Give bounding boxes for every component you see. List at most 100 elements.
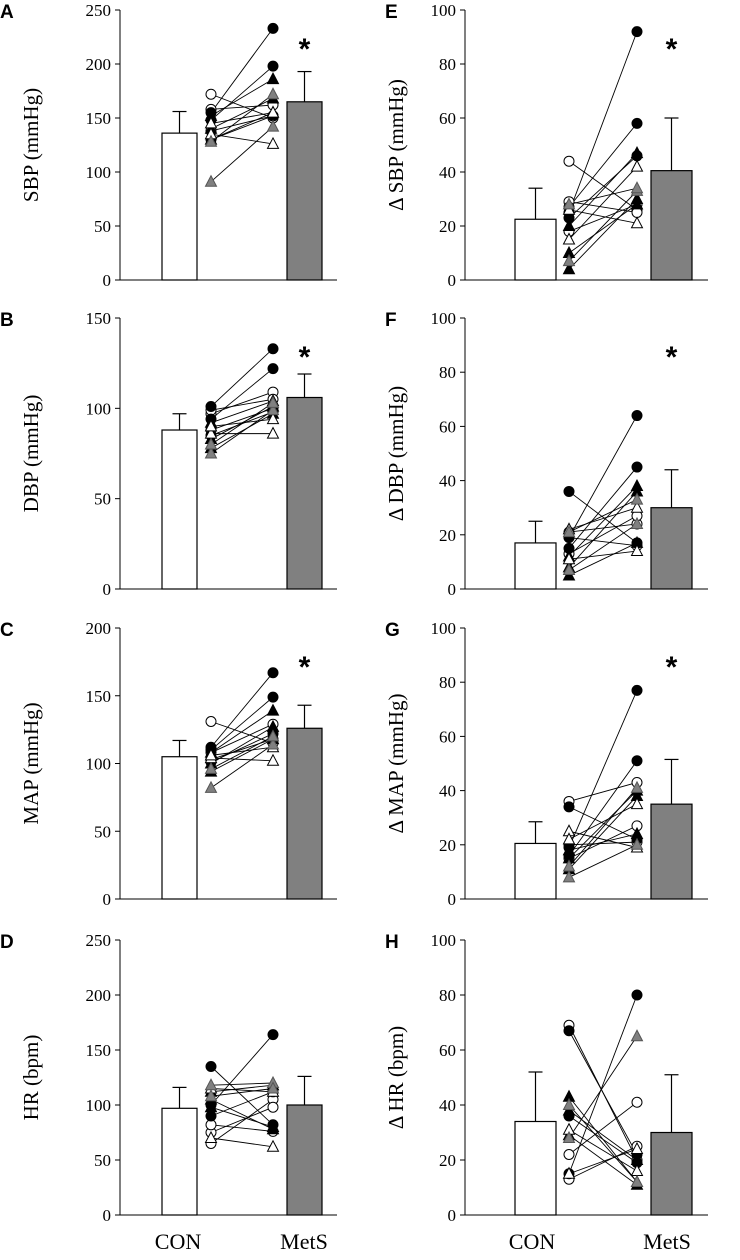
pair-line [210, 744, 274, 789]
panel-c: 0 50 100 150 200 MAP (mmHg) C * [0, 619, 337, 909]
pair-line [568, 1145, 638, 1180]
pair-line [210, 710, 274, 754]
point-triangle-mets [266, 426, 280, 439]
pair-line [568, 491, 638, 568]
pair-line [568, 1096, 638, 1183]
point-triangle-mets [630, 1029, 644, 1042]
pair-line [210, 93, 274, 143]
point-circle-mets [267, 667, 279, 679]
y-tick-label: 100 [431, 1, 457, 20]
pair-line [210, 409, 274, 454]
point-triangle-mets [630, 159, 644, 172]
pair-line [210, 1137, 274, 1148]
point-circle-mets [631, 410, 643, 422]
point-triangle-mets [266, 119, 280, 132]
significance-star-a: * [299, 33, 311, 66]
point-triangle-mets [630, 780, 644, 793]
y-tick-label: 0 [103, 580, 112, 599]
y-tick-label: 200 [86, 986, 112, 1005]
pair-line [568, 515, 638, 555]
point-triangle-con [562, 859, 576, 872]
bar-con [514, 542, 557, 590]
point-triangle-con [562, 1097, 576, 1110]
pair-line [568, 550, 638, 560]
pair-line [568, 833, 638, 851]
y-tick-label: 80 [439, 673, 456, 692]
point-circle-con [563, 801, 575, 813]
panel-letter-g: G [385, 620, 400, 641]
point-circle-con [563, 1149, 575, 1160]
point-triangle-mets [266, 395, 280, 408]
pair-line [568, 166, 638, 240]
pair-line [210, 115, 274, 132]
pair-line [568, 190, 638, 262]
y-axis-label-h: Δ HR (bpm) [384, 1026, 408, 1129]
point-triangle-mets [630, 500, 644, 513]
pair-line [568, 1101, 638, 1155]
y-axis-label-f: Δ DBP (mmHg) [384, 386, 408, 521]
y-tick-label: 0 [448, 1206, 457, 1225]
point-triangle-con [204, 1089, 218, 1102]
y-tick-label: 50 [94, 1151, 111, 1170]
y-axis-label-g: Δ MAP (mmHg) [384, 694, 408, 834]
pair-line [210, 757, 274, 762]
y-tick-label: 200 [86, 619, 112, 638]
bar-mets [650, 803, 693, 900]
pair-line [210, 348, 274, 407]
y-tick-label: 0 [103, 890, 112, 909]
pair-line [568, 485, 638, 557]
y-tick-label: 20 [439, 1151, 456, 1170]
point-triangle-con [204, 1130, 218, 1143]
point-triangle-con [562, 843, 576, 856]
y-tick-label: 50 [94, 217, 111, 236]
point-circle-mets [267, 60, 279, 72]
pair-line [568, 523, 638, 571]
pair-line [568, 1129, 638, 1172]
y-tick-label: 60 [439, 1041, 456, 1060]
point-circle-con [563, 485, 575, 497]
y-tick-label: 100 [431, 931, 457, 950]
y-tick-label: 60 [439, 727, 456, 746]
x-category-con-left: CON [155, 1229, 202, 1254]
point-triangle-con [562, 525, 576, 538]
pair-line [568, 155, 638, 219]
pair-line [210, 112, 274, 141]
pair-line [210, 1066, 274, 1126]
pair-line [568, 160, 638, 211]
bar-mets [650, 1131, 693, 1216]
y-tick-label: 40 [439, 472, 456, 491]
y-tick-label: 0 [448, 890, 457, 909]
point-triangle-mets [266, 87, 280, 100]
panel-letter-e: E [385, 2, 398, 23]
point-circle-mets [267, 1101, 279, 1113]
panel-e: 0 20 40 60 80 100 Δ SBP (mmHg) E * [384, 1, 708, 290]
point-triangle-con [562, 197, 576, 210]
pair-line [210, 1106, 274, 1128]
panel-b: 0 50 100 150 DBP (mmHg) B * [0, 309, 337, 599]
pair-line [568, 209, 638, 224]
pair-line [210, 672, 274, 748]
y-tick-label: 20 [439, 526, 456, 545]
pair-line [568, 187, 638, 205]
bar-con [161, 756, 198, 900]
y-tick-label: 100 [431, 309, 457, 328]
significance-star-c: * [299, 651, 311, 684]
y-tick-label: 100 [86, 163, 112, 182]
pair-line [210, 402, 274, 445]
panel-letter-a: A [0, 2, 14, 23]
panel-letter-c: C [0, 620, 14, 641]
y-tick-label: 40 [439, 163, 456, 182]
point-triangle-mets [630, 1141, 644, 1154]
y-tick-label: 200 [86, 55, 112, 74]
pair-line [568, 542, 638, 576]
pair-line [210, 726, 274, 764]
y-tick-label: 150 [86, 309, 112, 328]
bar-con [161, 132, 198, 281]
panel-d: 0 50 100 150 200 250 HR (bpm) D [0, 931, 337, 1225]
y-tick-label: 250 [86, 931, 112, 950]
pair-line [210, 368, 274, 420]
pair-line [210, 1091, 274, 1117]
point-circle-mets [631, 461, 643, 473]
point-circle-con [205, 88, 217, 100]
point-circle-mets [267, 343, 279, 355]
